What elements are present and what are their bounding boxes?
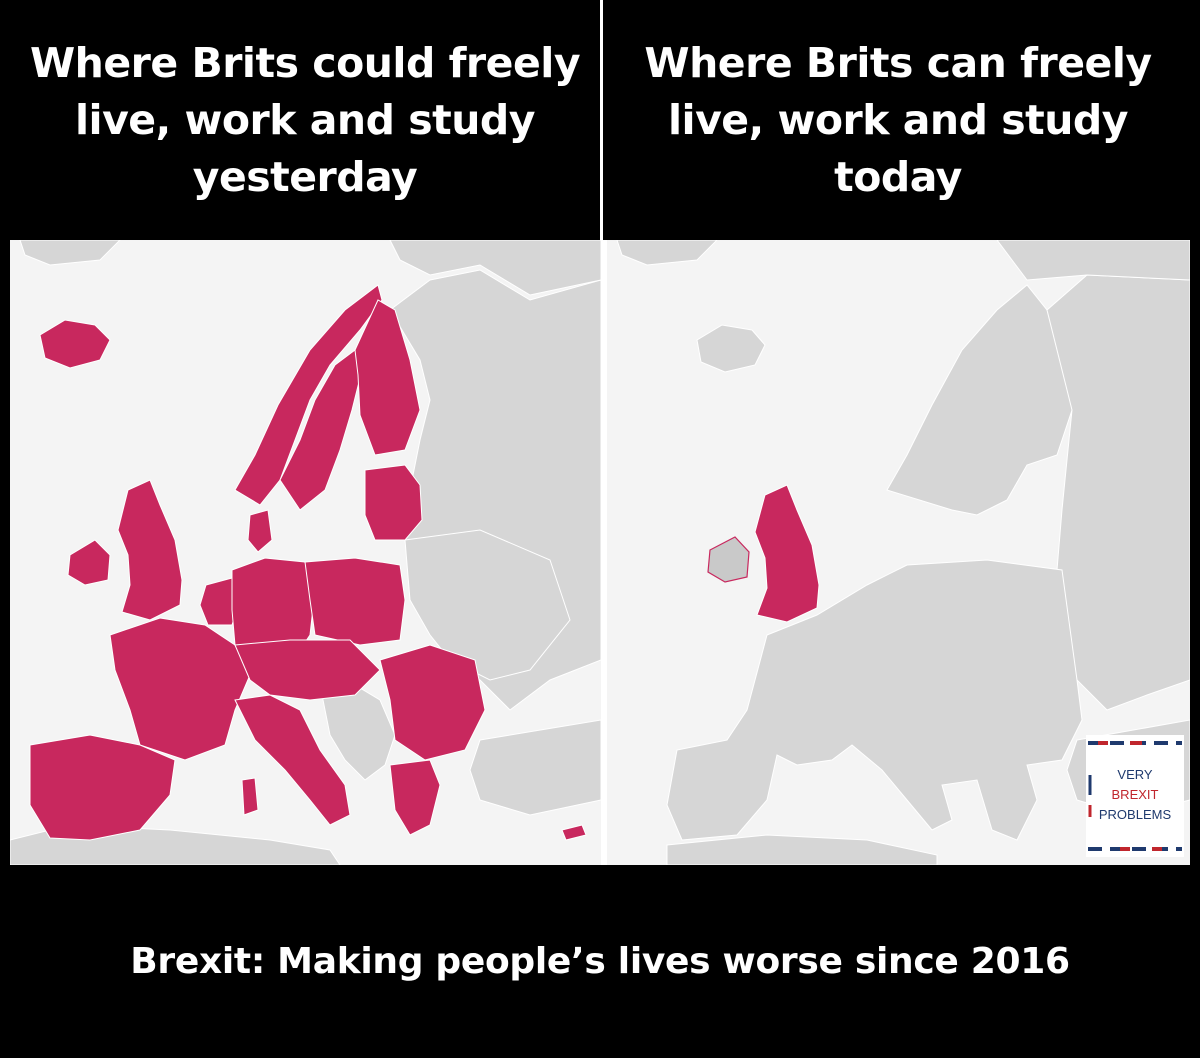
north-africa-grey — [666, 834, 938, 865]
balkans-region — [321, 684, 396, 781]
ireland-shape-today — [707, 536, 750, 583]
france-shape — [109, 617, 251, 761]
logo-line-problems: PROBLEMS — [1098, 807, 1172, 822]
europe-map-yesterday — [10, 240, 601, 865]
map-divider — [601, 240, 607, 865]
cyprus-shape — [561, 824, 587, 841]
arctic-grey — [996, 240, 1190, 281]
finland-shape — [354, 299, 421, 456]
romania-bulgaria-shape — [379, 644, 486, 761]
greece-shape — [389, 759, 441, 836]
very-brexit-problems-logo: VERY BREXIT PROBLEMS — [1086, 735, 1184, 857]
left-panel-title: Where Brits could freely live, work and … — [29, 38, 581, 201]
continent-grey — [666, 559, 1083, 841]
map-yesterday — [10, 240, 601, 865]
map-area: VERY BREXIT PROBLEMS — [10, 240, 1190, 865]
poland-shape — [304, 557, 406, 646]
greenland-region-2 — [616, 240, 718, 266]
denmark-shape — [247, 509, 273, 553]
sardinia-shape — [241, 777, 259, 816]
uk-shape-today — [754, 484, 820, 623]
logo-line-brexit: BREXIT — [1111, 787, 1159, 802]
greenland-region — [19, 240, 121, 266]
italy-shape — [234, 694, 351, 826]
turkey-region — [469, 719, 601, 816]
alps-central-shape — [234, 639, 381, 701]
logo-frame — [1088, 741, 1182, 851]
map-today: VERY BREXIT PROBLEMS — [607, 240, 1190, 865]
logo-text: VERY BREXIT PROBLEMS — [1086, 765, 1184, 825]
arctic-region — [389, 240, 601, 296]
belarus-ukraine-region — [404, 529, 571, 681]
europe-map-today — [607, 240, 1190, 865]
uk-shape — [117, 479, 183, 621]
ireland-shape — [67, 539, 111, 586]
logo-line-very: VERY — [1117, 767, 1153, 782]
iceland-grey — [696, 324, 766, 373]
footer-caption: Brexit: Making people’s lives worse sinc… — [130, 941, 1070, 982]
iceland-shape — [39, 319, 111, 369]
iberia-shape — [29, 734, 176, 841]
title-divider — [600, 0, 603, 240]
baltics-shape — [364, 464, 423, 541]
right-panel-title: Where Brits can freely live, work and st… — [644, 38, 1152, 201]
